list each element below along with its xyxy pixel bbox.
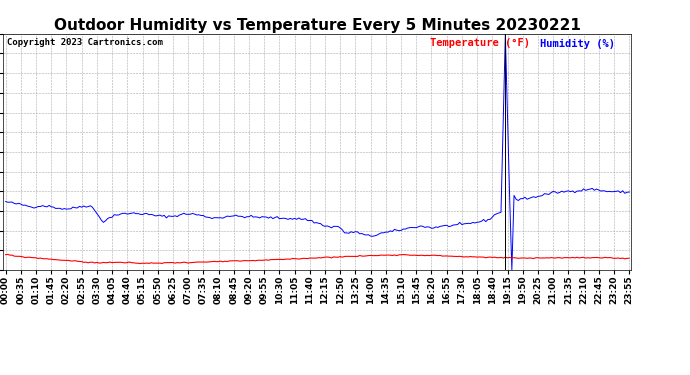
Text: Temperature (°F): Temperature (°F) bbox=[431, 39, 531, 48]
Text: Humidity (%): Humidity (%) bbox=[540, 39, 615, 48]
Text: Copyright 2023 Cartronics.com: Copyright 2023 Cartronics.com bbox=[7, 39, 162, 48]
Title: Outdoor Humidity vs Temperature Every 5 Minutes 20230221: Outdoor Humidity vs Temperature Every 5 … bbox=[54, 18, 581, 33]
